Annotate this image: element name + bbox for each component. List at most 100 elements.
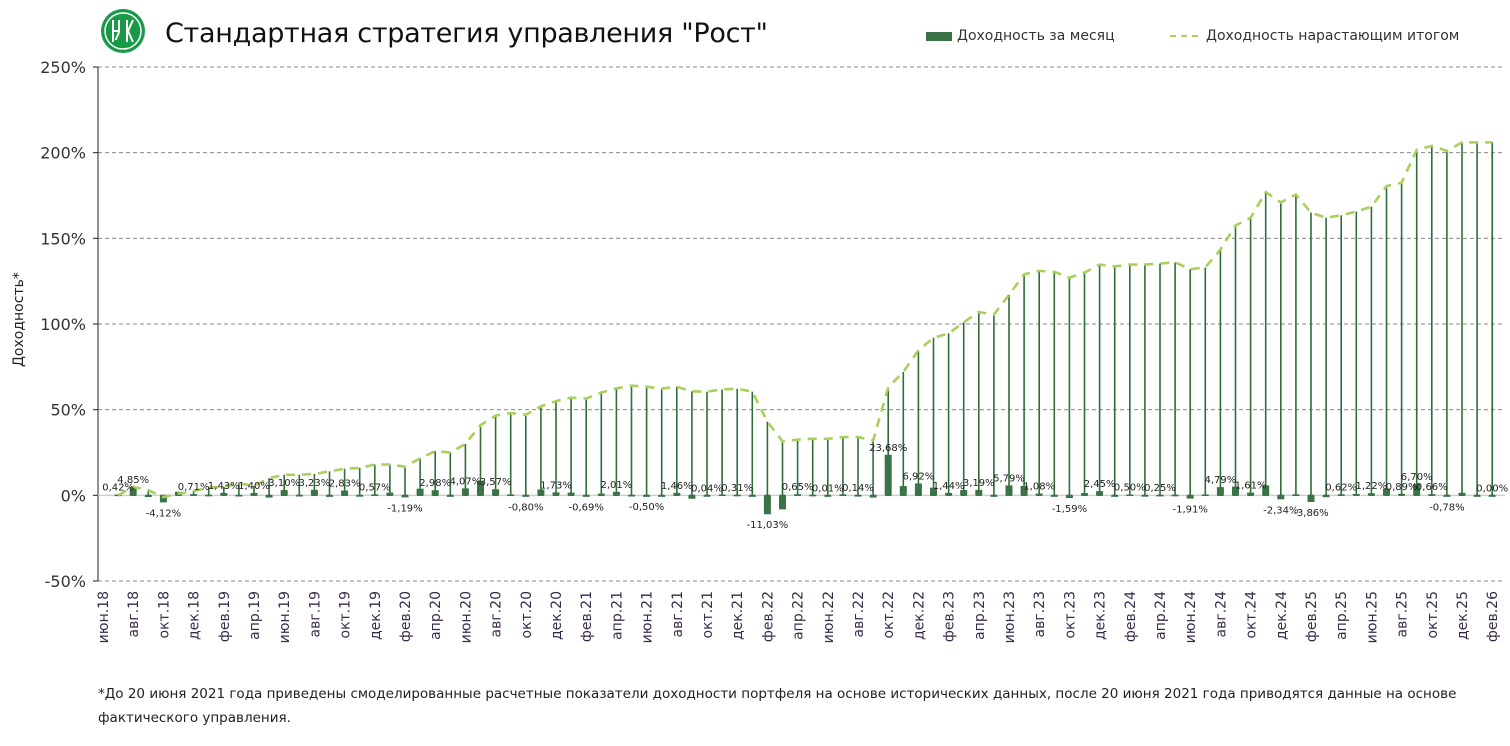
x-tick-label: апр.19 xyxy=(247,591,263,640)
bar-monthly xyxy=(235,494,243,497)
bar-monthly xyxy=(1020,485,1028,496)
x-tick-label: фев.23 xyxy=(942,591,958,642)
bar-monthly xyxy=(673,492,681,496)
bar-monthly xyxy=(1035,493,1043,496)
bar-monthly xyxy=(114,494,122,497)
legend-item-cumulative: Доходность нарастающим итогом xyxy=(1170,28,1459,44)
data-label: 6,92% xyxy=(903,471,935,482)
bar-monthly xyxy=(839,494,847,496)
bar-monthly xyxy=(1262,485,1270,496)
x-tick-label: окт.19 xyxy=(338,591,354,638)
x-tick-label: авг.23 xyxy=(1032,591,1048,637)
data-label: 1,61% xyxy=(1235,481,1267,492)
data-label: 2,45% xyxy=(1084,479,1116,490)
data-label: -0,69% xyxy=(569,503,604,514)
data-label: -1,59% xyxy=(1052,504,1087,515)
x-tick-label: фев.26 xyxy=(1485,591,1501,642)
bar-monthly xyxy=(1277,495,1285,500)
x-tick-label: июн.23 xyxy=(1002,591,1018,643)
data-label: -0,78% xyxy=(1429,503,1464,514)
data-label: 1,08% xyxy=(1023,481,1055,492)
x-tick-label: апр.24 xyxy=(1153,591,1169,640)
bar-monthly xyxy=(1111,495,1119,497)
x-tick-label: фев.20 xyxy=(398,591,414,642)
bar-monthly xyxy=(1005,485,1013,496)
data-label: 0,71% xyxy=(178,482,210,493)
bar-monthly xyxy=(492,489,500,496)
bar-monthly xyxy=(628,494,635,497)
bar-monthly xyxy=(809,494,817,497)
bar-monthly xyxy=(1081,493,1088,496)
bar-monthly xyxy=(975,489,983,496)
bar-monthly xyxy=(869,495,877,498)
legend-bar-swatch xyxy=(926,31,952,41)
x-tick-label: окт.18 xyxy=(156,591,172,638)
bar-monthly xyxy=(1488,495,1496,497)
bar-monthly xyxy=(688,495,696,499)
data-label: 2,83% xyxy=(329,478,361,489)
data-label: 1,73% xyxy=(540,480,572,491)
bar-monthly xyxy=(280,490,288,496)
x-tick-label: дек.20 xyxy=(549,591,565,640)
x-tick-label: дек.22 xyxy=(911,591,927,640)
data-label: 3,10% xyxy=(268,478,300,489)
data-label: 2,98% xyxy=(419,478,451,489)
data-label: 4,85% xyxy=(117,475,149,486)
bar-monthly xyxy=(1247,492,1255,496)
x-tick-label: фев.24 xyxy=(1123,591,1139,642)
footnote: *До 20 июня 2021 года приведены смоделир… xyxy=(98,686,1457,726)
bar-monthly xyxy=(718,494,726,496)
data-label: -1,91% xyxy=(1173,505,1208,516)
data-label: 6,70% xyxy=(1401,472,1433,483)
y-tick-label: 250% xyxy=(40,58,86,77)
data-label: 3,23% xyxy=(299,478,331,489)
data-label: 2,01% xyxy=(601,480,633,491)
bar-monthly xyxy=(643,495,651,497)
bar-monthly xyxy=(250,492,258,496)
data-label: -0,50% xyxy=(629,502,664,513)
x-tick-label: июн.18 xyxy=(96,591,112,643)
bar-monthly xyxy=(1292,494,1300,496)
data-label: 3,19% xyxy=(963,478,995,489)
company-logo xyxy=(100,8,146,54)
bar-monthly xyxy=(945,492,953,496)
data-label: 0,04% xyxy=(691,483,723,494)
y-tick-label: 200% xyxy=(40,144,86,163)
bar-monthly xyxy=(824,495,832,497)
x-tick-label: окт.21 xyxy=(700,591,716,638)
bar-monthly xyxy=(1398,493,1406,496)
bar-monthly xyxy=(416,488,424,496)
x-tick-label: июн.25 xyxy=(1364,591,1380,643)
x-tick-label: авг.24 xyxy=(1213,591,1229,638)
data-label: -4,12% xyxy=(146,508,181,519)
bar-monthly xyxy=(884,454,892,496)
bar-monthly xyxy=(190,494,198,496)
data-label: 4,79% xyxy=(1205,475,1237,486)
data-label: 0,89% xyxy=(1386,482,1418,493)
bar-monthly xyxy=(1050,495,1058,497)
bar-monthly xyxy=(507,494,515,496)
bar-monthly xyxy=(1186,495,1194,499)
x-tick-label: июн.24 xyxy=(1183,591,1199,643)
x-tick-label: дек.19 xyxy=(368,591,384,640)
bar-monthly xyxy=(144,495,152,498)
data-label: 1,22% xyxy=(1356,481,1388,492)
bar-monthly xyxy=(899,486,907,496)
legend-item-monthly: Доходность за месяц xyxy=(926,28,1115,44)
x-tick-label: апр.23 xyxy=(972,591,988,640)
x-tick-label: окт.23 xyxy=(1062,591,1078,638)
x-tick-label: апр.25 xyxy=(1334,591,1350,640)
bar-monthly xyxy=(1156,494,1164,497)
x-tick-label: окт.22 xyxy=(881,591,897,638)
data-label: -3,86% xyxy=(1293,508,1328,519)
bar-monthly xyxy=(310,489,318,496)
bar-monthly xyxy=(748,495,756,497)
x-tick-label: окт.20 xyxy=(519,591,535,638)
bar-monthly xyxy=(914,483,922,496)
bar-monthly xyxy=(582,495,590,497)
y-axis-title: Доходность* xyxy=(11,272,27,367)
bar-monthly xyxy=(522,495,530,497)
data-label: 5,79% xyxy=(993,473,1025,484)
x-tick-label: июн.20 xyxy=(458,591,474,643)
